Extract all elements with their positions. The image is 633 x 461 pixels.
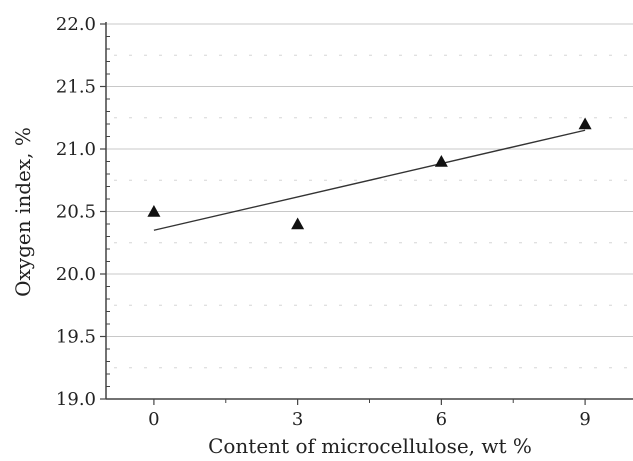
x-tick-label: 6 bbox=[436, 409, 447, 430]
data-point-triangle bbox=[434, 155, 448, 167]
y-tick-label: 22.0 bbox=[56, 14, 96, 35]
y-tick-label: 21.5 bbox=[56, 77, 96, 98]
trendline-group bbox=[153, 129, 586, 231]
data-point-triangle bbox=[291, 217, 305, 230]
y-tick-label: 19.0 bbox=[56, 389, 96, 410]
data-point-triangle bbox=[578, 117, 592, 130]
data-point-triangle bbox=[147, 205, 161, 217]
trendline bbox=[153, 129, 586, 231]
y-tick-label: 19.5 bbox=[56, 327, 96, 348]
x-axis-title: Content of microcellulose, wt % bbox=[208, 434, 532, 458]
y-tick-label: 21.0 bbox=[56, 139, 96, 160]
x-tick-label: 3 bbox=[292, 409, 303, 430]
x-tick-label: 9 bbox=[579, 409, 590, 430]
y-axis-title: Oxygen index, % bbox=[11, 127, 35, 297]
grid-lines bbox=[106, 23, 633, 369]
data-points bbox=[147, 117, 592, 230]
y-tick-label: 20.5 bbox=[56, 202, 96, 223]
tick-labels: 19.0 19.5 20.0 20.5 21.0 21.5 22.0 0 3 6 9 bbox=[56, 14, 591, 430]
x-tick-label: 0 bbox=[148, 409, 159, 430]
y-tick-label: 20.0 bbox=[56, 264, 96, 285]
axes bbox=[100, 22, 633, 405]
